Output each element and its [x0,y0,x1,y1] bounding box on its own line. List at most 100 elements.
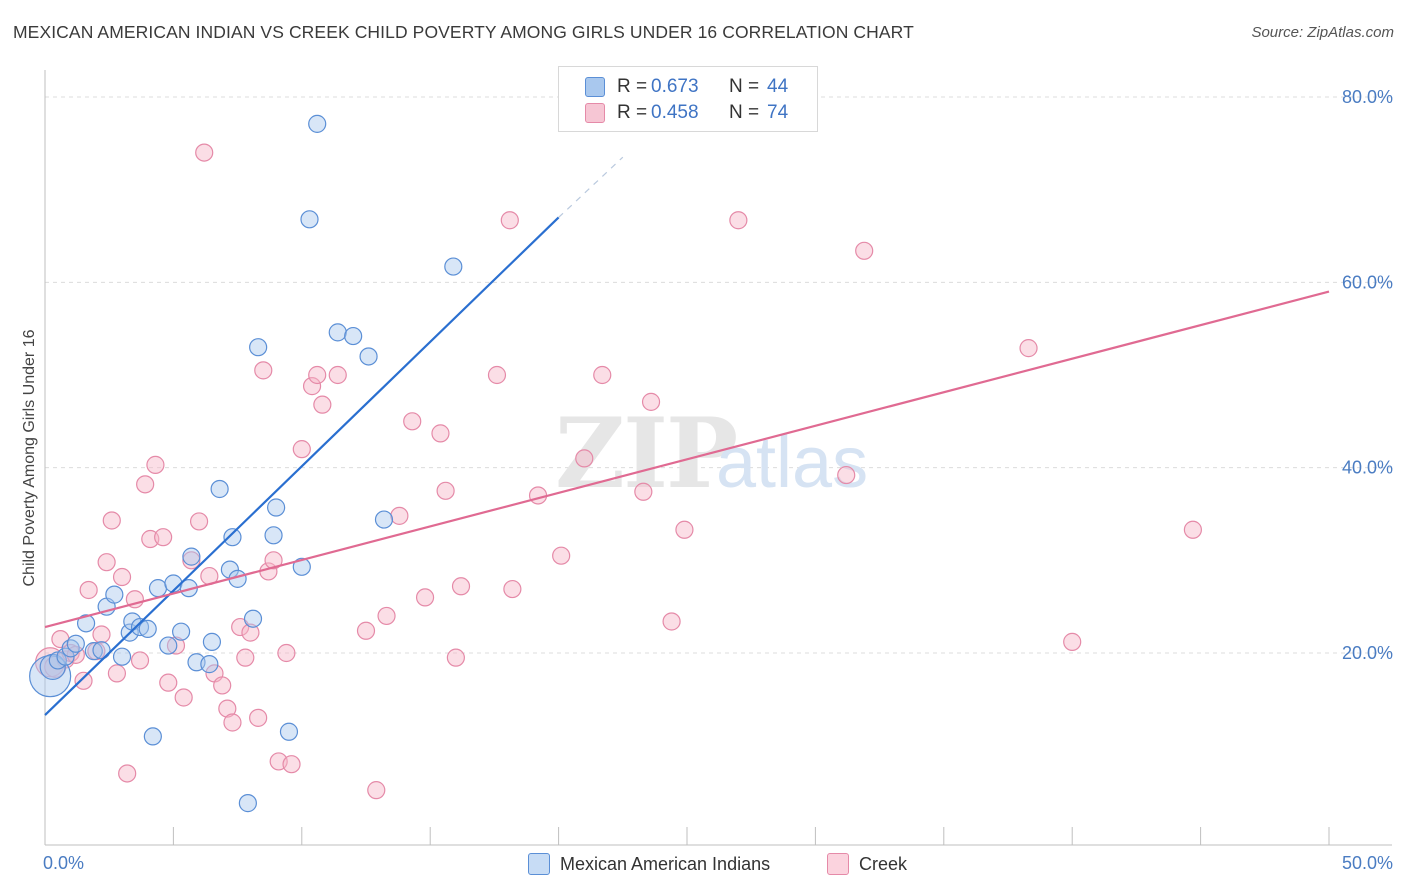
legend-n-value: 74 [767,102,789,123]
y-tick-label: 40.0% [1342,458,1393,478]
mexican-american-indian-point [279,722,299,741]
creek-point [79,580,98,600]
creek-point [218,699,237,718]
creek-point [641,392,661,411]
creek-point [292,440,311,459]
mexican-american-indian-point [359,347,378,366]
creek-point [130,651,150,670]
creek-point [302,377,322,396]
legend-r-value: 0.458 [651,102,699,123]
creek-point [118,764,137,783]
mexican-american-indian-point [84,642,103,661]
trend-lines [44,156,1330,716]
creek-point [1183,520,1202,539]
creek-point [487,365,507,385]
creek-point [575,449,594,468]
creek-point [249,708,268,727]
mexican-american-indian-point [374,510,394,529]
creek-point [837,465,856,485]
creek-point [189,512,209,531]
legend-n-value: 44 [767,76,789,97]
bottom-legend-label: Mexican American Indians [560,853,771,874]
creek-point [662,612,681,631]
creek-point [236,648,255,667]
creek-point [1063,632,1082,651]
creek-point [277,643,296,663]
creek-point [136,475,155,494]
x-tick-label: 0.0% [43,853,84,873]
mexican-american-indian-point [344,326,363,346]
mexican-american-indian-point [182,547,201,566]
mexican-american-indian-point [444,257,463,276]
creek-point [146,455,165,474]
creek-point [107,664,127,683]
creek-point [403,412,422,431]
data-points [29,114,1202,813]
blue-legend-swatch [528,853,550,875]
pink-trend-line [44,290,1330,629]
mexican-american-indian-point [76,614,96,633]
pink-legend-swatch [827,853,849,875]
legend-r-label: R = [617,102,648,123]
creek-point [112,567,132,587]
mexican-american-indian-point [243,609,263,628]
creek-point [431,424,450,443]
legend-r-value: 0.673 [651,76,699,97]
mexican-american-indian-point [200,655,219,674]
creek-point [154,528,173,547]
bottom-legend-blue: Mexican American Indians [528,851,770,877]
mexican-american-indian-point [300,210,319,229]
axes [44,70,1392,846]
creek-point [241,623,260,642]
creek-point [503,579,522,599]
creek-point [446,648,465,667]
creek-point [855,241,874,260]
bottom-legend-label: Creek [859,853,908,874]
chart-title: MEXICAN AMERICAN INDIAN VS CREEK CHILD P… [13,22,914,42]
creek-point [213,676,232,695]
grid [45,96,1392,654]
y-axis-label: Child Poverty Among Girls Under 16 [21,329,38,586]
legend-r-label: R = [617,76,648,97]
creek-point [415,588,435,607]
creek-point [436,481,455,500]
creek-point [377,606,396,626]
mexican-american-indian-point [238,794,257,813]
creek-point [313,395,332,414]
creek-point [308,365,327,385]
mexican-american-indian-point [92,641,111,660]
mexican-american-indian-point [148,579,168,598]
creek-point [282,755,301,774]
mexican-american-indian-point [267,498,286,517]
y-tick-label: 60.0% [1342,272,1393,292]
mexican-american-indian-point [249,338,268,357]
creek-point [367,781,386,800]
creek-point [500,211,519,230]
creek-point [231,617,250,637]
creek-point [254,361,273,380]
stats-legend: R = 0.673 N = 44 R = 0.458 N = 74 [558,66,818,132]
pink-swatch [585,103,605,123]
tick-labels: 20.0% 40.0% 60.0% 80.0% 0.0% 50.0% [43,87,1393,873]
mexican-american-indian-point [223,528,242,547]
mexican-american-indian-point [308,114,327,133]
mexican-american-indian-point [202,632,222,651]
blue-trend-extension [558,156,624,218]
mexican-american-indian-point [159,636,178,655]
creek-point [390,506,409,525]
mexican-american-indian-point [105,585,124,604]
creek-point [166,636,186,655]
creek-point [634,482,653,501]
creek-point [675,520,694,539]
mexican-american-indian-point [172,622,191,641]
creek-point [356,621,376,640]
creek-point [159,673,178,692]
mexican-american-indian-point [264,526,283,545]
creek-point [97,553,116,572]
mexican-american-indian-point [66,634,85,653]
creek-point [74,671,93,690]
creek-point [174,688,193,707]
creek-point [729,211,748,230]
creek-point [552,546,571,565]
